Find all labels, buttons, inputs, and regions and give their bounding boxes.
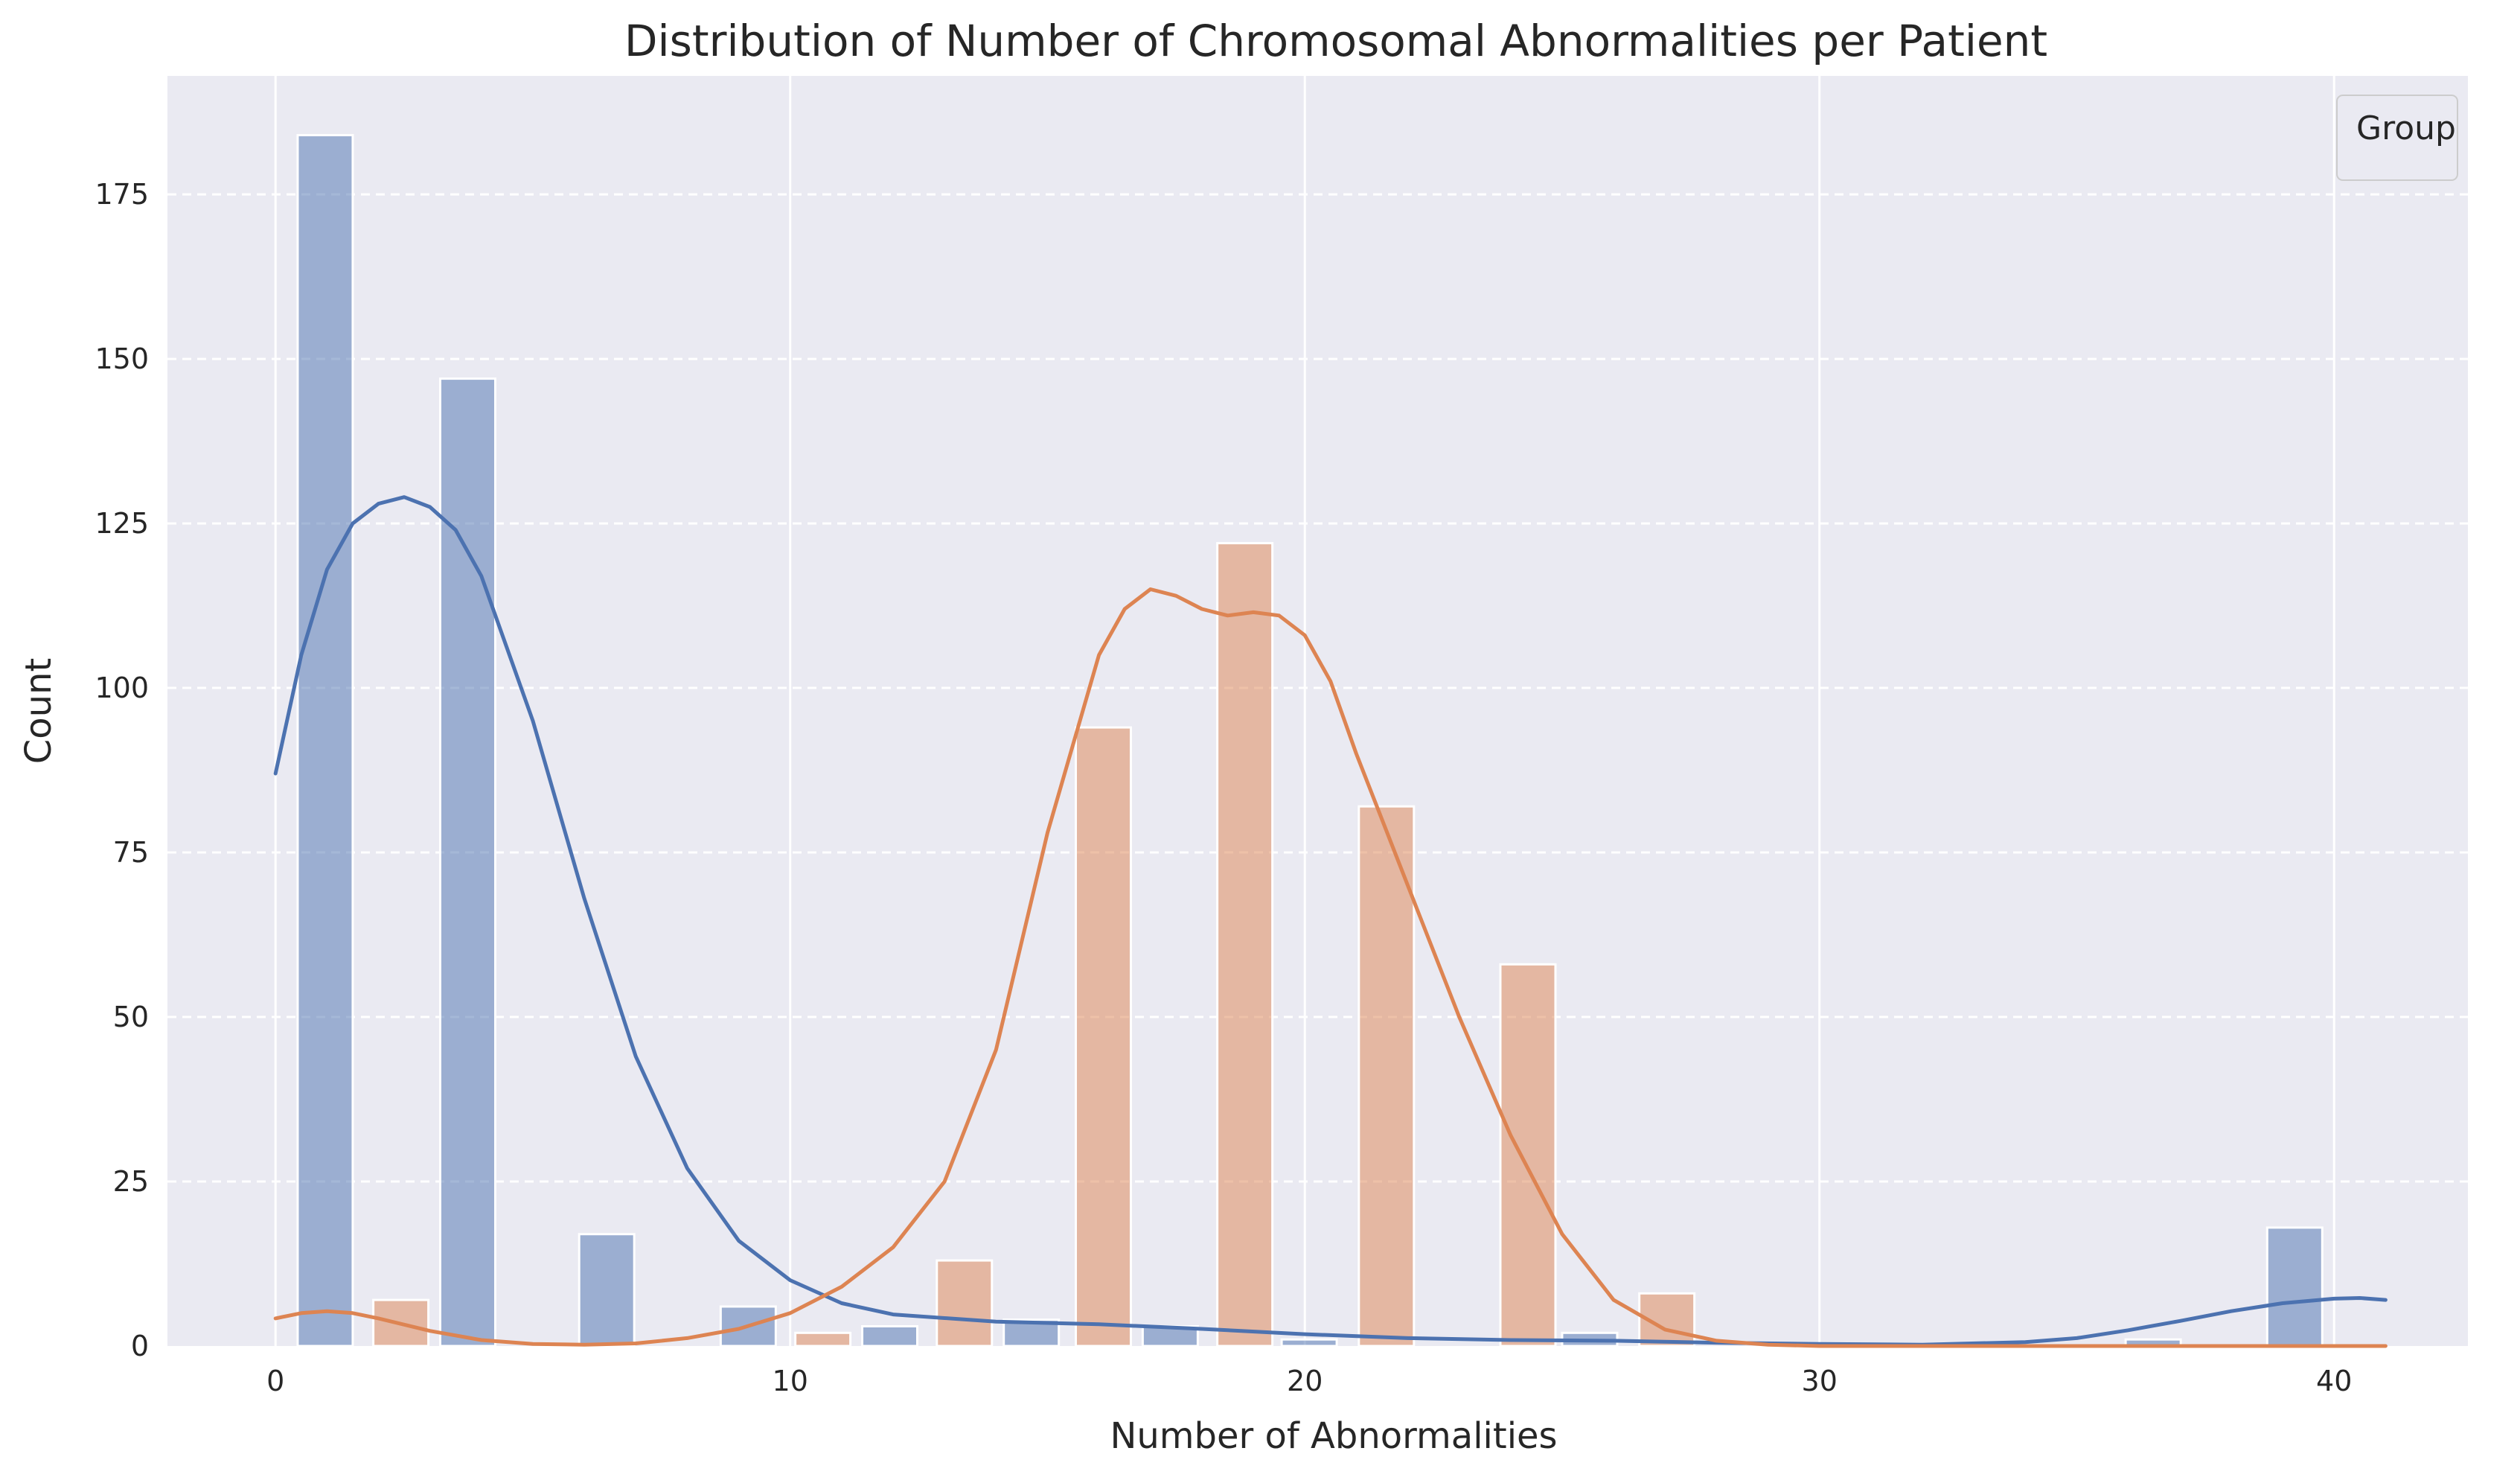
histogram-bar (296, 134, 354, 1348)
legend: Group (2336, 95, 2458, 181)
histogram-bar (1216, 542, 1274, 1348)
legend-title: Group (2356, 109, 2456, 147)
kde-line (273, 587, 2388, 1348)
grid-lines (167, 76, 2468, 1346)
kde-line (273, 495, 2388, 1347)
histogram-bar (1074, 726, 1132, 1348)
y-tick-label: 25 (113, 1165, 149, 1198)
histogram-bar (1499, 963, 1557, 1348)
histogram-bar (578, 1233, 636, 1348)
y-tick-label: 150 (95, 342, 149, 375)
histogram-bar (1357, 805, 1416, 1348)
x-tick-label: 20 (1287, 1365, 1323, 1397)
histogram-bar (794, 1331, 852, 1348)
x-tick-label: 30 (1802, 1365, 1838, 1397)
x-tick-label: 40 (2316, 1365, 2352, 1397)
histogram-bar (2265, 1226, 2324, 1348)
plot-area (167, 76, 2468, 1346)
kde-curves (273, 495, 2388, 1348)
histogram-bar (438, 377, 496, 1348)
x-axis-title: Number of Abnormalities (1110, 1415, 1557, 1457)
x-tick-label: 10 (773, 1365, 808, 1397)
y-axis-title: Count (18, 658, 60, 765)
histogram-bar (861, 1324, 919, 1348)
chart-title: Distribution of Number of Chromosomal Ab… (624, 16, 2047, 66)
y-tick-label: 0 (131, 1330, 149, 1362)
histogram-bar (936, 1259, 994, 1348)
y-tick-label: 125 (95, 507, 149, 540)
histogram-bar (1280, 1338, 1338, 1348)
y-tick-label: 175 (95, 178, 149, 211)
legend-box (2336, 95, 2458, 181)
y-tick-label: 75 (113, 836, 149, 869)
tick-labels: 0 10 20 30 40 0 25 50 75 100 125 150 175 (95, 178, 2352, 1397)
x-tick-label: 0 (266, 1365, 284, 1397)
y-tick-label: 100 (95, 672, 149, 704)
histogram-bars (296, 134, 2324, 1348)
y-tick-label: 50 (113, 1001, 149, 1033)
